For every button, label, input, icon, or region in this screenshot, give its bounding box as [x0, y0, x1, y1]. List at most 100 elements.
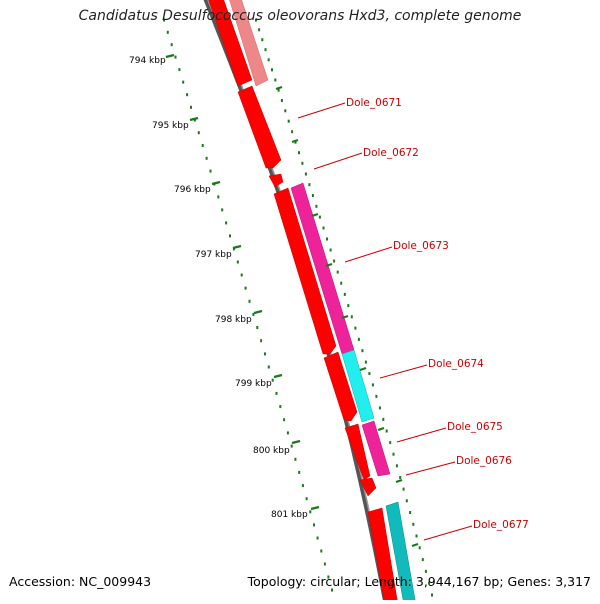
inner-guide-dot: [286, 431, 289, 435]
gene-bar-dole-0671[interactable]: [237, 85, 282, 169]
outer-track-tick: [411, 542, 419, 548]
gene-label-dole-0673[interactable]: Dole_0673: [393, 240, 449, 252]
inner-guide-dot: [309, 510, 312, 514]
outer-guide-dot: [415, 534, 418, 538]
inner-guide-dot: [178, 68, 181, 72]
inner-guide-dot: [313, 523, 315, 527]
outer-guide-dot: [412, 522, 415, 526]
ruler-major-tick: [211, 180, 221, 186]
outer-guide-dot: [284, 109, 287, 113]
inner-guide-dot: [256, 326, 259, 329]
inner-guide-dot: [186, 93, 189, 97]
outer-guide-dot: [389, 441, 392, 445]
gene-bar-dole-0677-outer[interactable]: [385, 501, 417, 604]
gene-bar-dole-0676[interactable]: [359, 477, 377, 497]
inner-guide-dot: [170, 43, 173, 47]
leader-line-dole-0674: [379, 364, 428, 379]
outer-guide-dot: [280, 99, 283, 102]
inner-guide-dot: [163, 18, 165, 22]
inner-guide-dot: [327, 575, 330, 579]
outer-guide-dot: [333, 259, 336, 263]
gene-bar-dole-0677[interactable]: [367, 507, 399, 604]
outer-guide-dot: [424, 569, 427, 573]
gene-bar-dole-0672[interactable]: [268, 173, 284, 188]
outer-guide-dot: [392, 452, 395, 456]
outer-guide-dot: [375, 394, 378, 398]
ruler-labels: 794 kbp 795 kbp 796 kbp 797 kbp 798 kbp …: [129, 56, 308, 520]
leader-line-dole-0675: [396, 427, 447, 443]
leader-line-dole-0676: [405, 461, 456, 476]
outer-guide-dot: [399, 476, 402, 479]
ruler-major-tick: [310, 505, 320, 511]
outer-guide-dot: [287, 119, 290, 123]
outer-guide-dot: [371, 383, 374, 387]
gene-bar-dole-0670[interactable]: [207, 0, 253, 87]
ruler-label-795: 795 kbp: [152, 121, 189, 131]
outer-guide-dot: [318, 215, 321, 219]
outer-guide-dot: [357, 337, 360, 341]
outer-guide-dot: [267, 58, 270, 62]
outer-guide-dot: [418, 546, 421, 550]
inner-guide-dot: [279, 405, 282, 409]
gene-label-dole-0674[interactable]: Dole_0674: [428, 358, 484, 370]
outer-guide-dot: [298, 151, 300, 155]
inner-guide-dot: [301, 484, 304, 488]
gene-label-dole-0677[interactable]: Dole_0677: [473, 519, 529, 531]
ruler-label-796: 796 kbp: [174, 185, 211, 195]
outer-guide-dot: [315, 204, 318, 208]
outer-track-tick: [377, 426, 385, 432]
gene-label-dole-0675[interactable]: Dole_0675: [447, 421, 503, 433]
ruler-label-797: 797 kbp: [195, 250, 232, 260]
inner-guide-dot: [252, 312, 255, 316]
inner-guide-dot: [264, 352, 266, 356]
outer-guide-dot: [428, 581, 430, 585]
gene-bar-dole-0673[interactable]: [273, 187, 337, 355]
ruler-major-tick: [291, 439, 301, 445]
outer-guide-dot: [274, 78, 277, 82]
inner-guide-dot: [205, 156, 208, 160]
outer-guide-dot: [336, 270, 339, 274]
genome-summary-text: Topology: circular; Length: 3,944,167 bp…: [247, 574, 591, 589]
ruler-major-tick: [253, 309, 263, 315]
genome-title: Candidatus Desulfococcus oleovorans Hxd3…: [78, 8, 522, 24]
outer-guide-dot: [409, 511, 412, 514]
outer-guide-dot: [395, 464, 398, 468]
outer-guide-dot: [350, 315, 353, 319]
inner-guide-dot: [275, 391, 278, 395]
outer-track-tick: [341, 314, 349, 320]
outer-guide-dot: [329, 248, 332, 252]
inner-guide-dot: [271, 378, 274, 382]
inner-guide-dot: [240, 273, 243, 277]
outer-track-tick: [275, 85, 283, 91]
outer-guide-dot: [343, 292, 346, 296]
ruler-label-801: 801 kbp: [271, 510, 308, 520]
gene-label-dole-0672[interactable]: Dole_0672: [363, 147, 419, 159]
gene-bar-dole-0674[interactable]: [323, 351, 358, 422]
outer-guide-dot: [340, 281, 343, 285]
gene-bar-dole-0675-outer[interactable]: [361, 420, 391, 477]
outer-guide-dot: [301, 161, 304, 165]
outer-track-tick: [359, 366, 367, 372]
gene-label-dole-0676[interactable]: Dole_0676: [456, 455, 512, 467]
outer-guide-dot: [304, 172, 307, 176]
ruler-label-794: 794 kbp: [129, 56, 166, 66]
outer-guide-dot: [255, 18, 257, 22]
gene-label-dole-0671[interactable]: Dole_0671: [346, 97, 402, 109]
outer-guide-dot: [378, 406, 381, 410]
gene-bar-dole-0675[interactable]: [344, 423, 371, 481]
outer-guide-dot: [347, 304, 350, 308]
outer-gene-track: [228, 0, 417, 604]
accession-text: Accession: NC_009943: [9, 574, 152, 589]
gene-bar-dole-0674-outer[interactable]: [341, 349, 375, 423]
inner-guide-dot: [217, 195, 220, 199]
gene-bar-dole-0670-outer[interactable]: [228, 0, 269, 87]
outer-guide-dot: [364, 360, 367, 364]
inner-guide-dot: [305, 497, 308, 501]
ruler-major-tick: [165, 53, 175, 59]
outer-guide-dot: [361, 349, 364, 353]
inner-guide-dot: [225, 221, 228, 225]
gene-labels: Dole_0671 Dole_0672 Dole_0673 Dole_0674 …: [346, 97, 529, 531]
inner-guide-dot: [290, 444, 293, 448]
